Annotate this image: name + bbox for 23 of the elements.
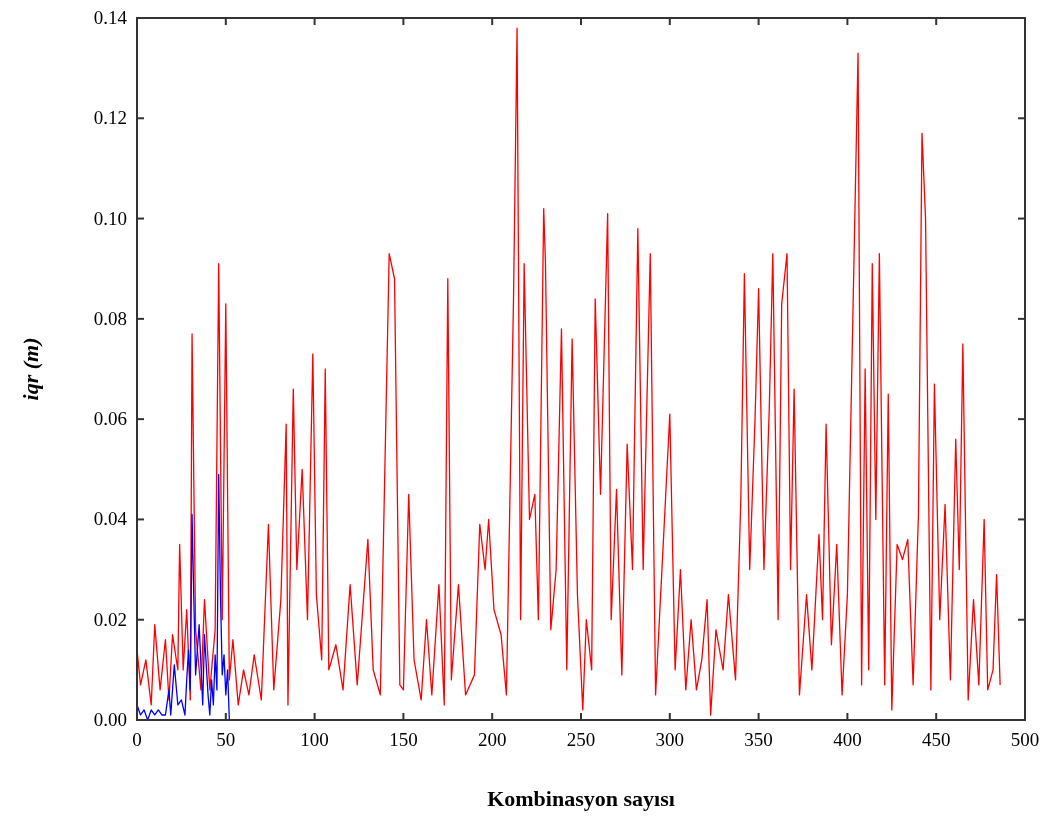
x-tick-label: 0: [132, 729, 142, 750]
x-tick-label: 400: [833, 729, 862, 750]
x-tick-label: 450: [921, 729, 951, 750]
x-tick-label: 250: [566, 729, 596, 750]
y-tick-label: 0.10: [93, 207, 127, 229]
x-tick-label: 50: [216, 729, 236, 750]
x-tick-label: 300: [655, 729, 685, 750]
y-tick-label: 0.06: [93, 408, 127, 430]
x-tick-label: 350: [744, 729, 773, 750]
line-series: [136, 27, 1001, 716]
x-axis-title: Kombinasyon sayısı: [487, 786, 675, 811]
y-tick-label: 0.02: [93, 608, 127, 630]
y-tick-label: 0.08: [93, 307, 127, 329]
y-tick-label: 0.00: [93, 709, 127, 730]
x-tick-label: 150: [389, 729, 418, 750]
y-tick-label: 0.14: [93, 7, 128, 28]
y-tick-label: 0.04: [93, 508, 128, 530]
x-tick-label: 100: [300, 729, 329, 750]
x-tick-label: 200: [477, 729, 507, 750]
y-tick-label: 0.12: [93, 107, 127, 129]
x-tick-label: 500: [1010, 729, 1040, 750]
y-axis-title: iqr (m): [18, 337, 43, 401]
line-series: [136, 473, 230, 721]
